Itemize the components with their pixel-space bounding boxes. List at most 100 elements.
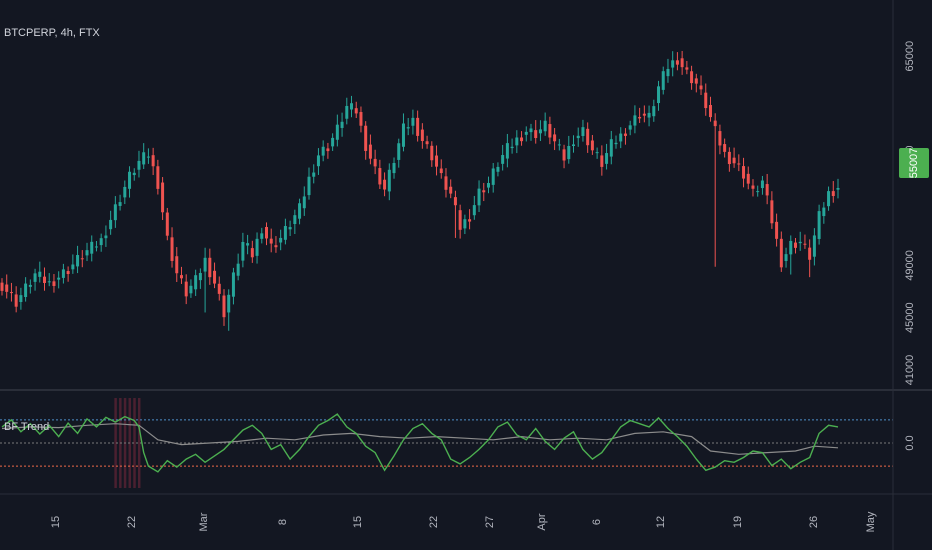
last-price-label: 55007 (908, 148, 920, 179)
candle (439, 159, 443, 179)
candle (567, 135, 571, 164)
candle (302, 186, 306, 216)
candle (468, 209, 472, 230)
candle (137, 150, 141, 178)
x-tick-label: 22 (428, 516, 440, 528)
candle (727, 147, 731, 172)
candle (501, 144, 505, 171)
candle (118, 194, 122, 211)
candle (713, 113, 717, 267)
candle (746, 166, 750, 190)
x-tick-label: 22 (126, 516, 138, 528)
candle (595, 147, 599, 159)
candle (161, 177, 165, 221)
candle (406, 118, 410, 136)
candle (817, 204, 821, 245)
last-price-badge: 55007 (899, 148, 929, 179)
candle (19, 287, 23, 310)
candle (453, 190, 457, 238)
candle (562, 144, 566, 169)
trend-line (1, 413, 839, 473)
x-tick-label: 15 (352, 516, 364, 528)
candle (515, 130, 519, 154)
candle (368, 134, 372, 165)
candle (449, 179, 453, 199)
candle (113, 196, 117, 228)
candle (590, 135, 594, 155)
x-tick-label: Mar (198, 512, 210, 531)
candle (808, 239, 812, 278)
candle (61, 263, 65, 284)
candle (222, 289, 226, 326)
candle (104, 225, 108, 247)
candle (331, 133, 335, 151)
x-tick-label: 15 (50, 516, 62, 528)
candle (623, 128, 627, 145)
candle (680, 50, 684, 75)
candle (392, 157, 396, 179)
candle (132, 168, 136, 181)
candle (175, 247, 179, 282)
candle (543, 112, 547, 136)
candle (793, 238, 797, 254)
candle (260, 227, 264, 244)
candle (246, 234, 250, 255)
candle (250, 240, 254, 263)
y-tick-label: 41000 (904, 355, 916, 386)
candle (236, 253, 240, 281)
candle (619, 127, 623, 149)
candle (316, 148, 320, 175)
candle (231, 267, 235, 305)
candle (737, 154, 741, 172)
candle (600, 145, 604, 176)
x-tick-label: 19 (732, 516, 744, 528)
time-axis[interactable]: 15 22 Mar 8 15 22 27 Apr 6 12 19 26 May (50, 511, 877, 532)
candle (685, 60, 689, 75)
candle (694, 73, 698, 93)
candle (354, 101, 358, 119)
candle (241, 232, 245, 268)
candle (71, 254, 75, 274)
y-tick-label: 65000 (904, 41, 916, 72)
candle (657, 80, 661, 111)
candle (836, 178, 840, 199)
candle (383, 172, 387, 197)
candle (718, 124, 722, 155)
candle (340, 112, 344, 137)
candle (534, 120, 538, 144)
candle (420, 123, 424, 149)
candle (510, 138, 514, 154)
candle (505, 133, 509, 168)
candle (411, 109, 415, 135)
highlight-band (133, 398, 136, 488)
candle (775, 213, 779, 247)
candle (652, 99, 656, 122)
candle (326, 142, 330, 159)
candle (359, 106, 363, 133)
candle (723, 138, 727, 158)
oscillator-pane[interactable] (0, 398, 893, 488)
candle (524, 126, 528, 142)
candle (742, 157, 746, 188)
candle (142, 143, 146, 170)
candle (458, 204, 462, 239)
candle (538, 120, 542, 142)
candle (789, 235, 793, 275)
candle (520, 131, 524, 146)
x-tick-label: 27 (484, 516, 496, 528)
candle (378, 159, 382, 190)
candle (822, 202, 826, 224)
candle (557, 138, 561, 151)
candle (80, 250, 84, 268)
candle (364, 121, 368, 160)
candle (529, 123, 533, 141)
candle (633, 105, 637, 134)
candle (373, 149, 377, 175)
candle (576, 127, 580, 147)
candle (33, 268, 37, 291)
candle (784, 247, 788, 268)
price-pane[interactable] (0, 50, 840, 331)
candle (24, 277, 28, 302)
candle (477, 180, 481, 213)
